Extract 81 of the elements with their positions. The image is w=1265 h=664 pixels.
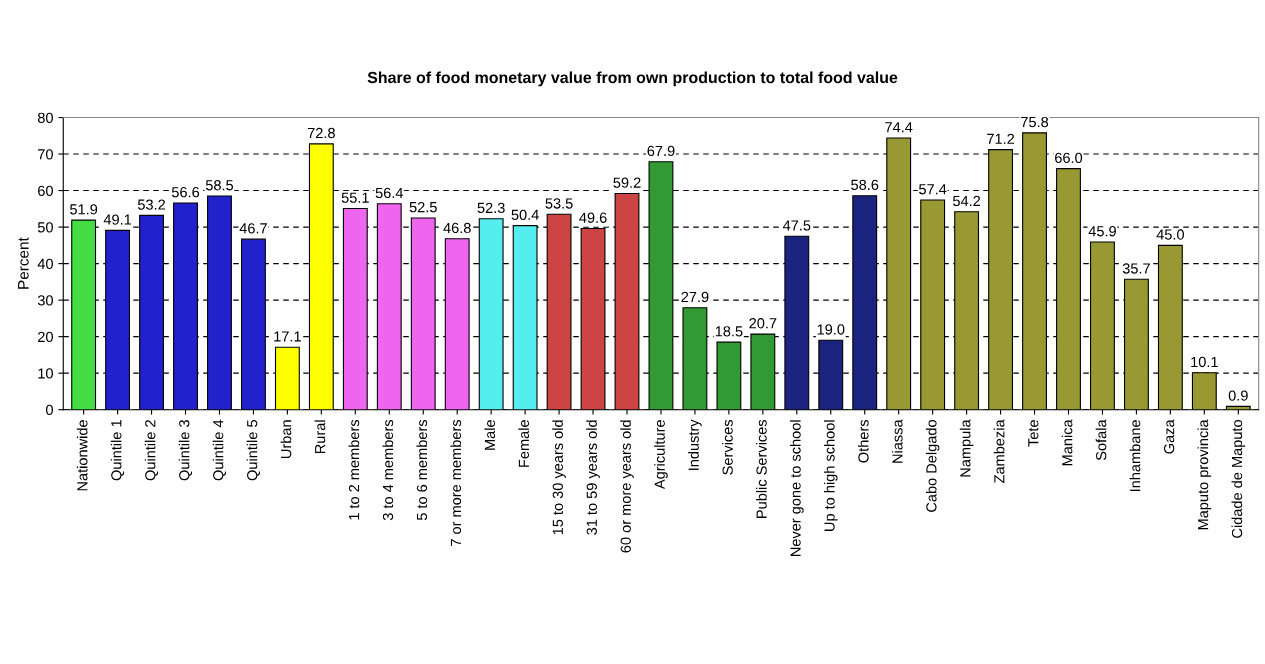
data-label: 66.0 — [1055, 152, 1083, 163]
data-label: 46.8 — [443, 222, 471, 234]
x-tick-label: Public Services — [756, 419, 767, 518]
data-label: 53.2 — [137, 199, 166, 210]
data-label: 67.9 — [647, 145, 675, 157]
data-label: 49.6 — [579, 212, 607, 223]
data-label: 52.5 — [409, 201, 437, 213]
x-tick-label: 3 to 4 members — [382, 419, 394, 521]
x-tick-label: Quintile 4 — [212, 419, 226, 481]
x-tick-label: 1 to 2 members — [348, 419, 360, 520]
data-label: 75.8 — [1021, 116, 1049, 128]
x-tick-label: 15 to 30 years old — [552, 420, 566, 535]
x-tick-label: 5 to 6 members — [416, 419, 428, 521]
data-label: 72.8 — [307, 127, 335, 139]
x-tick-label: Never gone to school — [790, 420, 804, 557]
y-tick-label: 50 — [37, 222, 53, 233]
x-tick-label: Female — [518, 420, 530, 467]
x-tick-label: Urban — [280, 420, 292, 458]
x-tick-label: Cidade de Maputo — [1231, 420, 1246, 538]
data-label: 47.5 — [782, 220, 811, 231]
x-tick-label: Services — [722, 419, 733, 475]
data-label: 56.6 — [171, 187, 200, 198]
x-tick-label: Others — [857, 419, 869, 463]
x-tick-label: Rural — [314, 420, 326, 454]
x-tick-label: Tete — [1028, 420, 1039, 447]
data-label: 45.9 — [1088, 226, 1116, 237]
x-tick-label: Nampula — [959, 419, 974, 477]
x-tick-label: Niassa — [891, 419, 903, 463]
data-label: 59.2 — [613, 177, 641, 188]
data-label: 20.7 — [749, 318, 777, 329]
data-label: 50.4 — [511, 209, 539, 220]
data-label: 49.1 — [103, 214, 132, 225]
y-tick-label: 20 — [38, 331, 53, 343]
x-tick-label: Zambezia — [993, 419, 1005, 483]
data-label: 53.5 — [545, 198, 573, 209]
x-tick-label: Nationwide — [76, 420, 88, 491]
x-tick-label: Manica — [1061, 419, 1073, 466]
data-label: 35.7 — [1122, 263, 1150, 274]
x-tick-label: Gaza — [1163, 419, 1175, 454]
y-tick-label: 30 — [37, 295, 53, 306]
x-tick-label: Quintile 2 — [144, 420, 159, 481]
x-tick-label: Male — [484, 420, 496, 450]
data-label: 10.1 — [1191, 356, 1218, 368]
data-label: 17.1 — [274, 331, 301, 342]
data-label: 52.3 — [477, 202, 505, 214]
x-tick-label: 31 to 59 years old — [586, 420, 600, 535]
chart-title: Share of food monetary value from own production to total food value — [367, 71, 898, 87]
y-tick-label: 10 — [38, 368, 53, 379]
x-tick-label: Maputo provincia — [1197, 419, 1212, 530]
x-tick-label: Up to high school — [823, 420, 838, 531]
data-label: 58.6 — [851, 179, 879, 191]
x-tick-label: 7 or more members — [450, 419, 462, 546]
x-tick-label: Industry — [688, 419, 702, 470]
x-tick-label: Quintile 1 — [110, 420, 125, 481]
data-label: 46.7 — [239, 223, 267, 234]
y-tick-label: 80 — [37, 112, 53, 123]
x-tick-label: Inhambane — [1129, 420, 1141, 492]
data-label: 45.0 — [1156, 229, 1184, 240]
x-tick-label: Quintile 5 — [246, 420, 260, 481]
data-label: 55.1 — [341, 192, 369, 203]
data-label: 71.2 — [987, 133, 1015, 144]
data-label: 54.2 — [953, 195, 981, 207]
y-tick-label: 70 — [38, 149, 53, 160]
x-tick-label: 60 or more years old — [620, 420, 634, 553]
data-label: 18.5 — [715, 326, 743, 337]
y-tick-label: 0 — [45, 404, 53, 416]
data-label: 27.9 — [681, 291, 709, 303]
data-label: 74.4 — [885, 122, 913, 133]
y-tick-label: 40 — [37, 258, 53, 270]
data-label: 57.4 — [919, 184, 947, 195]
data-label: 0.9 — [1228, 390, 1248, 401]
data-label: 58.5 — [205, 180, 234, 191]
x-tick-label: Cabo Delgado — [925, 420, 940, 512]
y-tick-label: 60 — [38, 185, 53, 196]
x-tick-label: Sofala — [1095, 419, 1107, 461]
y-axis-title: Percent — [18, 237, 29, 289]
data-label: 51.9 — [70, 204, 98, 215]
data-label: 19.0 — [817, 324, 845, 335]
data-label: 56.4 — [375, 187, 404, 199]
x-tick-label: Agriculture — [654, 420, 668, 490]
x-tick-label: Quintile 3 — [178, 420, 193, 481]
